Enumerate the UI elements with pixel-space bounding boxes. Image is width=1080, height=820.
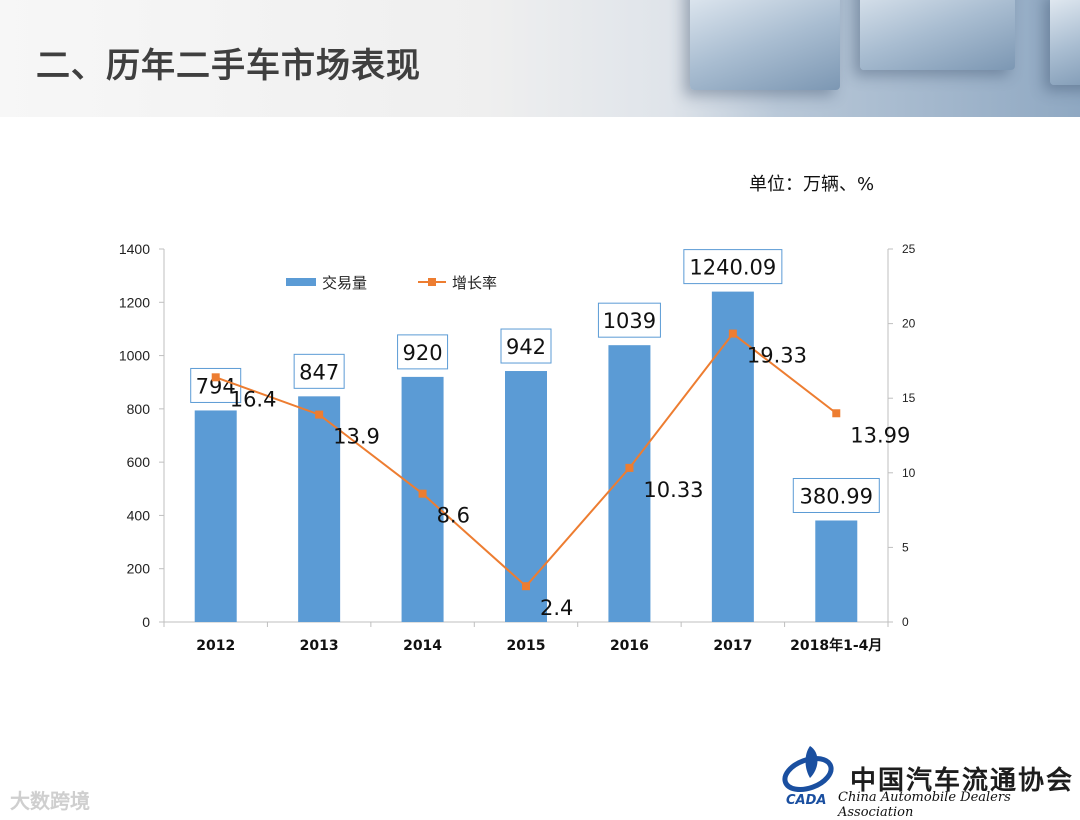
header-banner [0,0,1080,117]
x-tick-label: 2014 [403,638,442,654]
legend-line-label: 增长率 [452,274,497,292]
growth-rate-point [211,373,220,382]
x-tick-label: 2018年1-4月 [790,637,882,654]
bar-data-label-box [683,249,783,285]
y-right-tick-label: 15 [902,391,916,405]
y-left-tick-label: 1000 [119,348,150,364]
growth-rate-label: 13.99 [850,423,910,447]
y-right-tick-label: 0 [902,615,909,629]
legend-bar-swatch [286,278,316,286]
bar-data-label-box [597,302,661,338]
unit-label: 单位：万辆、% [749,174,875,195]
organization-name-en: China Automobile Dealers Association [838,790,1011,820]
growth-rate-label: 16.4 [230,387,277,411]
growth-rate-label: 10.33 [643,478,703,502]
bar-2014 [401,376,444,622]
header-decor-block [1050,0,1080,85]
watermark: 大数跨境 [10,789,90,813]
bar-2017 [711,291,754,622]
organization-name-cn: 中国汽车流通协会 [850,766,1075,796]
y-left-tick-label: 200 [127,561,151,577]
y-left-tick-label: 1400 [119,241,150,257]
growth-rate-point [418,489,427,498]
x-tick-label: 2015 [507,638,546,654]
header-decor-block [860,0,1015,70]
growth-rate-point [315,410,324,419]
growth-rate-label: 13.9 [333,425,380,449]
cada-logo: CADA [782,746,834,808]
bar-data-label: 1039 [603,309,656,333]
growth-rate-label: 8.6 [437,504,470,528]
bar-data-label: 920 [403,341,443,365]
logo-swoosh-icon [782,755,834,793]
y-right-tick-label: 5 [902,540,909,554]
bar-data-label: 847 [299,360,339,384]
bar-data-label: 380.99 [800,484,873,508]
growth-rate-point [832,409,841,418]
bar-data-label-box [500,328,552,364]
growth-rate-point [625,463,634,472]
y-left-tick-label: 400 [127,507,151,523]
x-tick-label: 2016 [610,638,649,654]
y-right-tick-label: 10 [902,466,916,480]
logo-leaf-icon [805,746,818,778]
y-left-tick-label: 1200 [119,294,150,310]
legend-line-marker [428,278,436,286]
x-tick-label: 2017 [713,638,752,654]
growth-rate-label: 2.4 [540,596,573,620]
page-title: 二、历年二手车市场表现 [36,46,421,86]
bar-data-label: 1240.09 [689,256,776,280]
y-left-tick-label: 800 [127,401,151,417]
bar-data-label-box [397,334,449,370]
growth-rate-point [522,582,530,591]
y-left-tick-label: 600 [127,454,151,470]
bar-data-label: 942 [506,335,546,359]
bar-2012 [194,410,237,622]
y-right-tick-label: 25 [902,242,916,256]
bar-data-label-box [792,477,880,513]
growth-rate-point [728,329,737,338]
y-right-tick-label: 20 [902,317,916,331]
bar-2015 [505,371,547,622]
x-tick-label: 2013 [300,638,339,654]
logo-text: CADA [786,793,826,808]
x-tick-label: 2012 [196,638,235,654]
bar-data-label-box [293,353,345,389]
bar-2013 [298,396,341,622]
bar-2018年1-4月 [815,520,858,622]
y-left-tick-label: 0 [142,614,150,630]
legend-bar-label: 交易量 [322,274,367,292]
header-decor-block [690,0,840,90]
growth-rate-label: 19.33 [747,344,807,368]
